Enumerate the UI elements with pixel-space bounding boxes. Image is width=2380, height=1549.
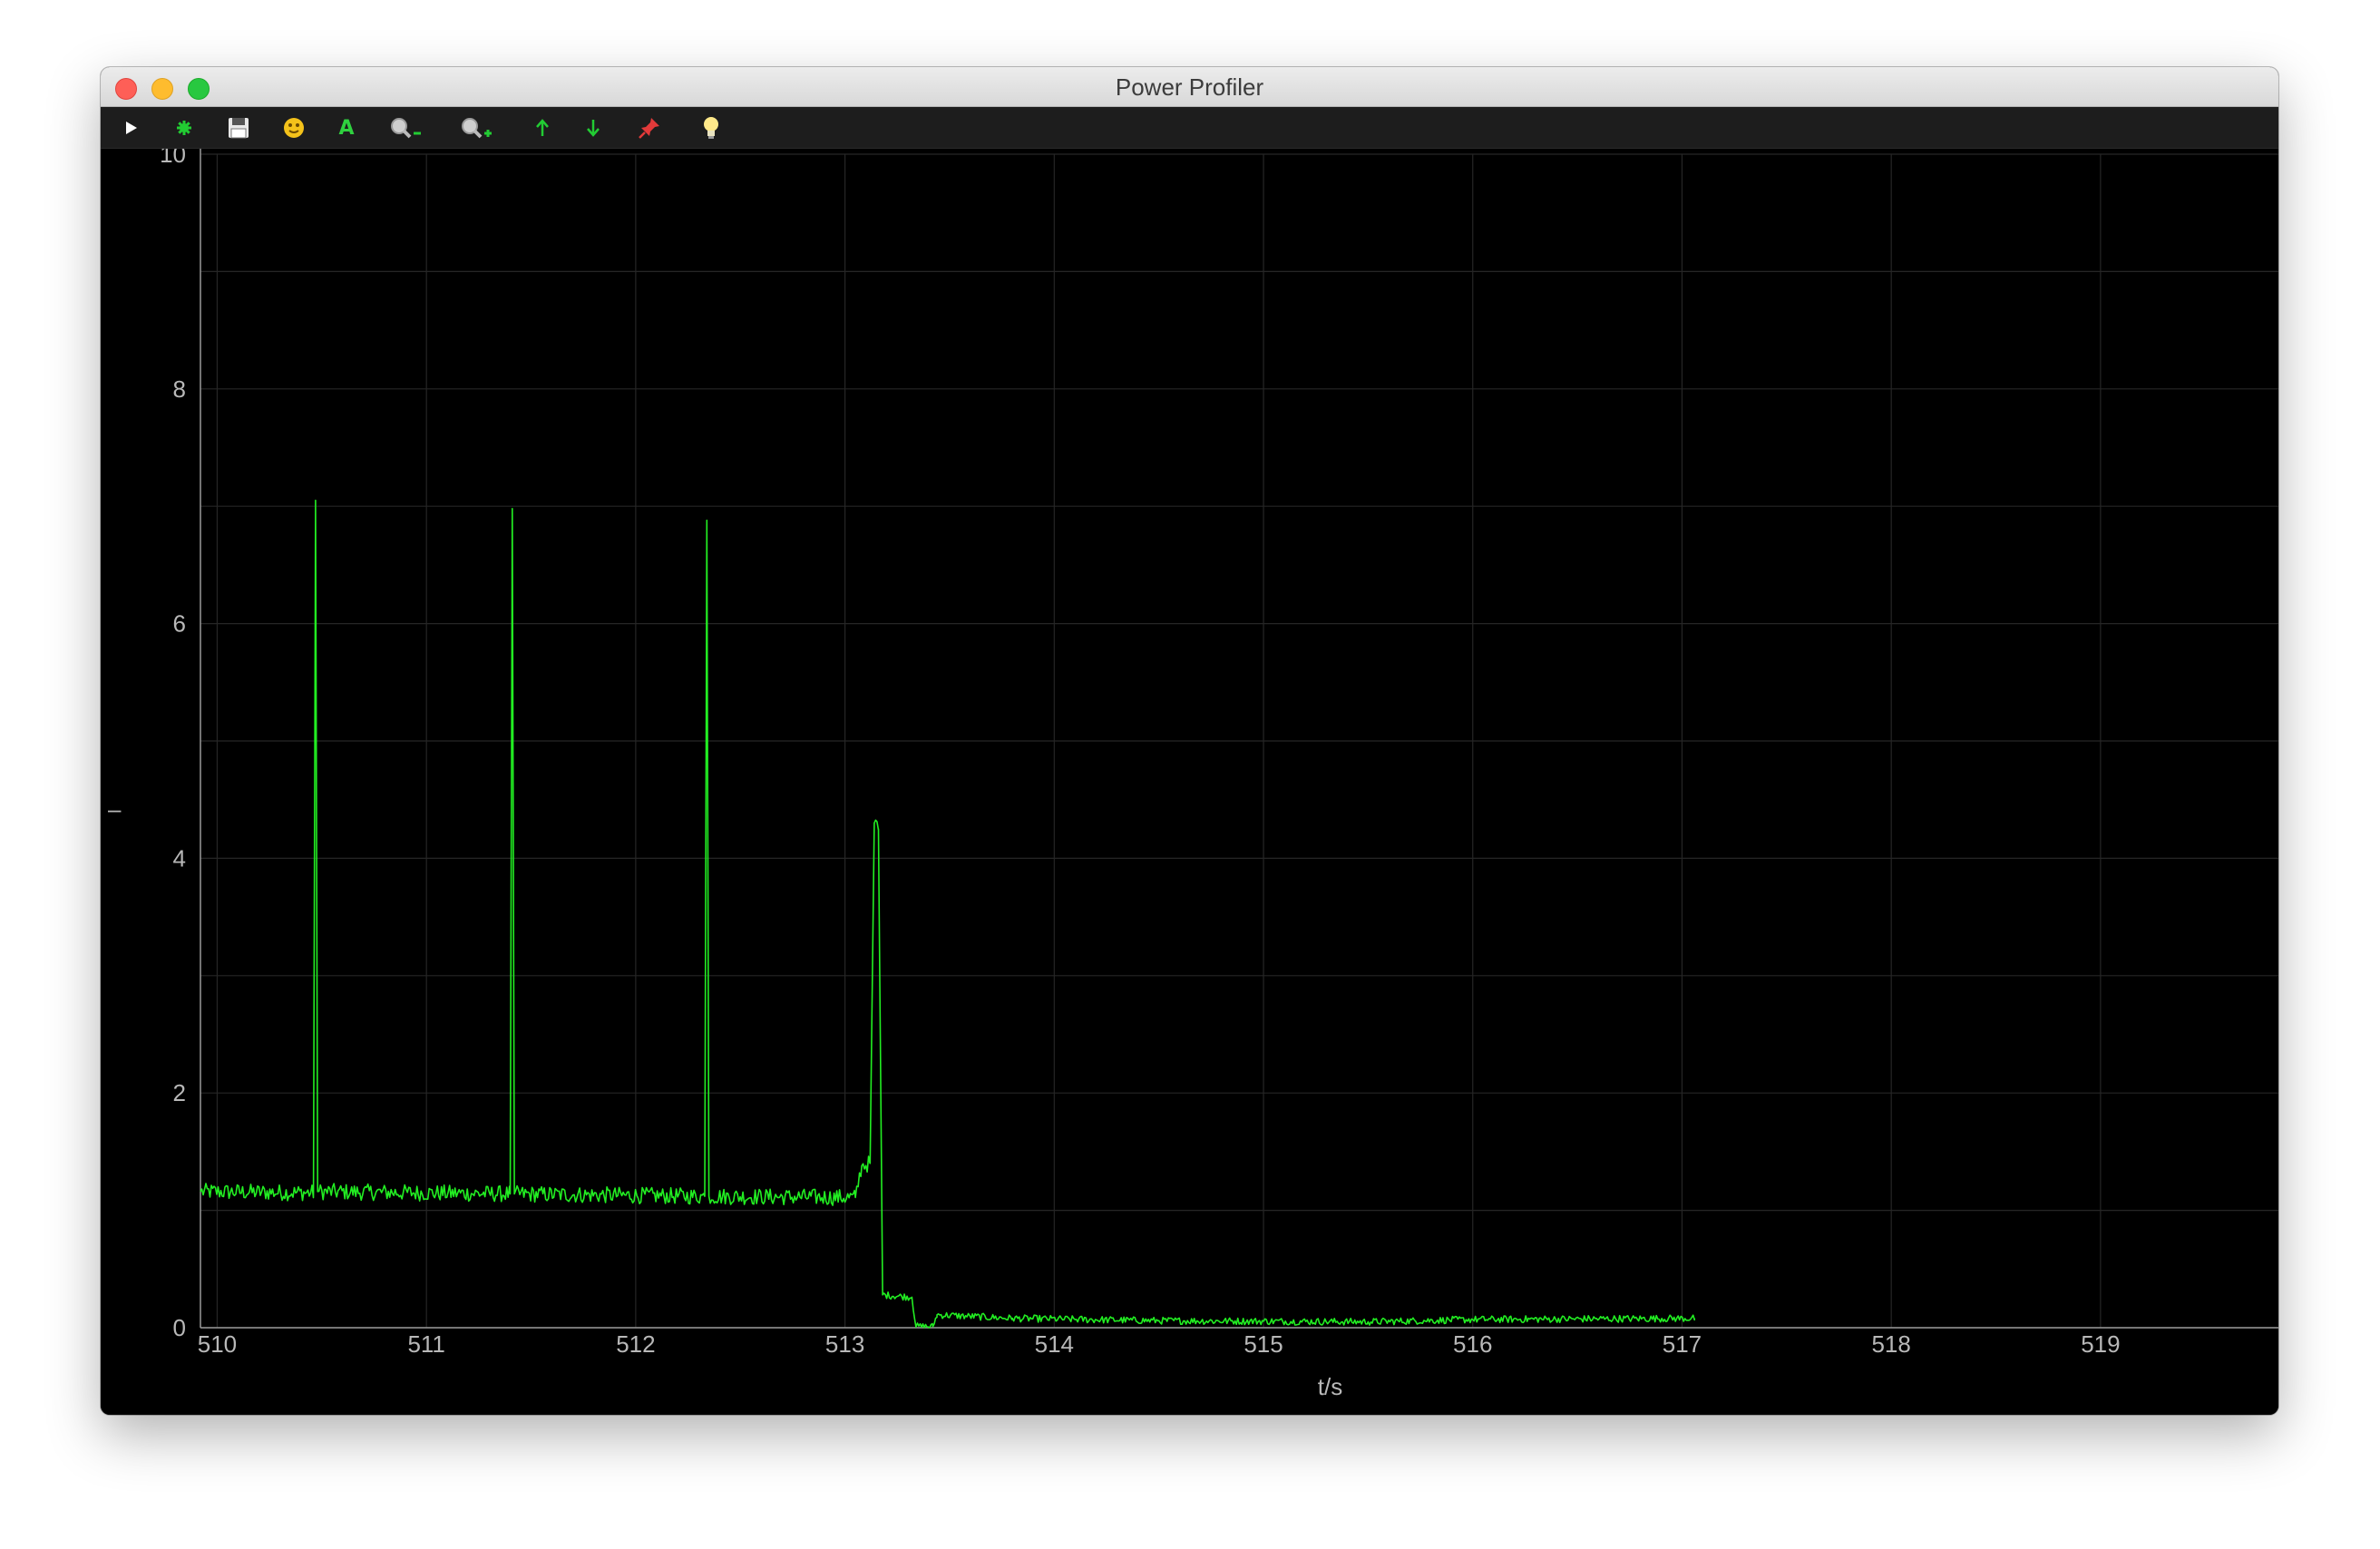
- gear-icon: [177, 121, 191, 135]
- y-axis-marker: –: [108, 795, 122, 823]
- arrow-up-icon: [536, 119, 549, 136]
- pin-button[interactable]: [629, 112, 669, 144]
- y-tick-label: 0: [173, 1314, 186, 1341]
- play-icon: [126, 122, 137, 134]
- scale-down-button[interactable]: [573, 112, 613, 144]
- x-tick-label: 518: [1871, 1330, 1910, 1358]
- smiley-icon: [284, 118, 304, 138]
- y-tick-label: 2: [173, 1079, 186, 1106]
- zoom-out-button[interactable]: [385, 112, 429, 144]
- x-tick-label: 514: [1035, 1330, 1074, 1358]
- close-window-button[interactable]: [115, 78, 137, 100]
- play-button[interactable]: [112, 112, 151, 144]
- toolbar: A: [101, 107, 2278, 149]
- zoom-in-button[interactable]: [456, 112, 500, 144]
- y-tick-label: 10: [160, 149, 186, 168]
- zoom-window-button[interactable]: [188, 78, 210, 100]
- pin-icon: [639, 118, 659, 139]
- x-tick-label: 519: [2081, 1330, 2120, 1358]
- x-tick-label: 515: [1244, 1330, 1283, 1358]
- x-tick-label: 510: [198, 1330, 237, 1358]
- auto-scale-icon: A: [338, 116, 355, 140]
- zoom-out-icon: [391, 118, 421, 139]
- power-chart[interactable]: 0 2 4 6 8 10 510 511 512 513 514 515 516 517 518 519 t/s…: [101, 149, 2278, 1415]
- arrow-down-icon: [587, 120, 600, 137]
- save-button[interactable]: [219, 112, 258, 144]
- y-tick-label: 6: [173, 610, 186, 638]
- face-button[interactable]: [274, 112, 314, 144]
- minimize-window-button[interactable]: [151, 78, 173, 100]
- record-button[interactable]: [164, 112, 204, 144]
- trace-series-line: [200, 499, 1696, 1329]
- x-tick-label: 517: [1663, 1330, 1702, 1358]
- save-icon: [229, 118, 249, 139]
- x-tick-label: 513: [825, 1330, 864, 1358]
- light-button[interactable]: [691, 112, 731, 144]
- x-tick-label: 511: [407, 1330, 444, 1358]
- zoom-in-icon: [462, 118, 492, 139]
- scale-up-button[interactable]: [522, 112, 562, 144]
- plot-area[interactable]: 0 2 4 6 8 10 510 511 512 513 514 515 516 517 518 519 t/s…: [101, 149, 2278, 1415]
- lightbulb-icon: [704, 117, 718, 139]
- plot-background: [101, 149, 2278, 1415]
- window-title: Power Profiler: [1115, 73, 1264, 101]
- app-window: Power Profiler A: [101, 67, 2278, 1415]
- x-tick-label: 516: [1453, 1330, 1492, 1358]
- title-bar: Power Profiler: [101, 67, 2278, 107]
- x-axis-label: t/s: [1318, 1373, 1342, 1400]
- y-tick-label: 8: [173, 375, 186, 403]
- auto-scale-button[interactable]: A: [327, 112, 366, 144]
- x-tick-label: 512: [616, 1330, 655, 1358]
- y-tick-label: 4: [173, 844, 186, 872]
